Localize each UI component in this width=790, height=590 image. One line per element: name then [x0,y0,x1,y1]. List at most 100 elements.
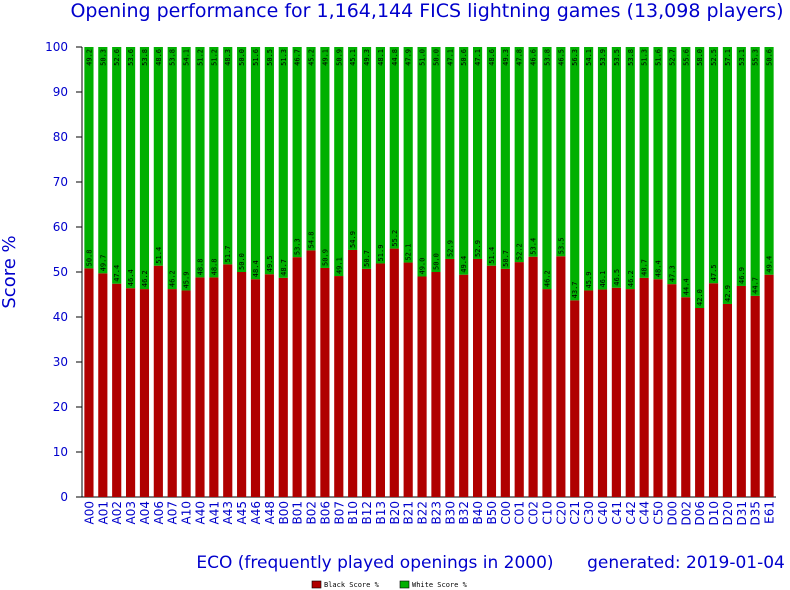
data-label-black-B20: 55.2 [391,230,399,247]
bar-white-D06 [695,47,705,308]
x-tick-label-C01: C01 [513,501,527,525]
legend-swatch-black [311,580,322,589]
data-label-white-A43: 48.3 [224,49,232,66]
data-label-black-C20: 53.5 [557,237,565,254]
bar-black-D00 [667,284,677,497]
data-label-white-A41: 51.2 [210,49,218,66]
x-tick-label-B22: B22 [416,501,430,525]
x-tick-label-C42: C42 [624,501,638,525]
y-tick-label: 60 [53,220,68,234]
x-tick-label-A48: A48 [263,501,277,524]
data-label-white-B01: 46.7 [294,49,302,66]
y-tick-label: 70 [53,175,68,189]
data-label-black-B02: 54.8 [308,232,316,249]
bar-black-D06 [695,308,705,497]
y-tick-label: 40 [53,310,68,324]
data-label-white-B12: 49.3 [363,49,371,66]
data-label-black-A43: 51.7 [224,245,232,262]
data-label-white-A46: 51.6 [252,49,260,66]
data-label-white-B20: 44.8 [391,49,399,66]
bar-black-C30 [584,290,594,497]
x-tick-label-B23: B23 [429,501,443,525]
y-axis-label: Score % [0,235,20,308]
data-label-black-C30: 45.9 [585,272,593,289]
bar-black-A07 [167,289,177,497]
bar-white-A46 [250,47,261,280]
x-tick-label-C10: C10 [540,501,554,525]
data-label-black-D06: 42.0 [696,289,704,306]
data-label-white-A10: 54.1 [183,49,191,66]
x-tick-label-A07: A07 [166,501,180,524]
bar-black-D02 [681,297,691,497]
data-label-black-D20: 42.9 [724,285,732,302]
x-tick-label-A10: A10 [180,501,194,524]
bar-white-D35 [750,47,760,296]
bar-black-B30 [445,258,455,497]
bar-black-D35 [750,295,760,497]
y-tick-label: 20 [53,400,68,414]
bar-black-A02 [112,283,122,497]
bar-white-B20 [389,47,399,249]
bar-black-A06 [153,265,163,497]
x-tick-label-D20: D20 [721,501,735,526]
x-tick-label-C21: C21 [568,501,582,525]
bar-white-A43 [223,47,233,265]
data-label-white-A01: 50.3 [99,49,107,66]
y-tick-label: 90 [53,85,68,99]
bar-black-B07 [334,276,344,497]
data-label-white-B00: 51.3 [280,49,288,66]
bar-white-C30 [584,47,594,291]
y-tick-label: 100 [45,40,68,54]
data-label-white-B13: 48.1 [377,49,385,66]
bar-black-C10 [542,289,552,497]
bar-white-B00 [278,47,288,278]
bar-white-A48 [264,47,274,275]
bar-black-A41 [209,277,219,497]
x-tick-label-B01: B01 [291,501,305,525]
bar-black-E61 [764,274,774,497]
y-tick-label: 80 [53,130,68,144]
bar-white-C40 [597,47,608,290]
data-label-white-D10: 52.5 [710,49,718,66]
bar-black-C40 [597,289,608,497]
x-tick-label-B32: B32 [457,501,471,525]
bar-black-D10 [708,283,719,497]
data-label-black-A46: 48.4 [252,260,260,277]
bar-white-C00 [500,47,510,269]
chart-title: Opening performance for 1,164,144 FICS l… [70,0,783,22]
data-label-black-A06: 51.4 [155,247,163,264]
bar-white-C20 [556,47,566,257]
bar-black-B01 [292,257,302,497]
bar-white-E61 [764,47,774,275]
x-tick-label-C44: C44 [638,501,652,525]
x-tick-label-B30: B30 [443,501,457,525]
data-label-black-C50: 48.4 [655,260,663,277]
x-tick-label-D31: D31 [735,501,749,526]
data-label-black-E61: 49.4 [766,256,774,273]
data-label-white-B40: 47.1 [474,49,482,66]
bar-black-B12 [361,268,372,497]
data-label-white-D35: 55.3 [752,49,760,66]
bar-white-B40 [472,47,483,259]
data-label-black-C01: 52.2 [516,243,524,260]
x-tick-label-B50: B50 [485,501,499,525]
data-label-white-C42: 53.8 [627,49,635,66]
legend: Black Score % White Score % [311,580,468,589]
x-tick-label-C02: C02 [527,501,541,525]
bar-white-B22 [417,47,427,277]
bar-black-A48 [264,274,274,497]
bar-white-B30 [445,47,455,259]
bar-white-C02 [528,47,538,257]
generated-date: generated: 2019-01-04 [587,553,785,573]
data-label-black-B32: 49.4 [460,256,468,273]
bar-white-C10 [542,47,552,290]
bar-black-A45 [237,272,247,497]
bar-black-A40 [195,277,205,497]
x-tick-label-A02: A02 [110,501,124,524]
bar-white-B12 [361,47,372,269]
data-label-white-C40: 53.9 [599,49,607,66]
bar-white-A07 [167,47,177,290]
x-tick-label-A40: A40 [193,501,207,524]
x-axis: A00 A01 A02 A03 A04 A06 A07 A10 A40 A41 A43 A45 A46 A… [82,501,776,526]
